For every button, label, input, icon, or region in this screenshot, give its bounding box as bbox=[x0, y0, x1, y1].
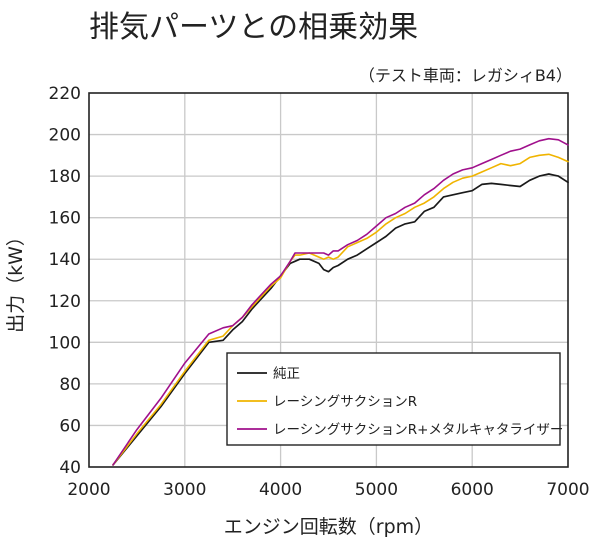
y-tick-label: 200 bbox=[49, 126, 81, 146]
legend-label: レーシングサクションR+メタルキャタライザー bbox=[273, 422, 563, 438]
tick-labels: 2000 3000 4000 5000 6000 7000 40 60 80 100 120 140 1… bbox=[49, 84, 590, 500]
x-tick-label: 3000 bbox=[163, 480, 206, 500]
series-line-3 bbox=[112, 137, 569, 466]
y-tick-label: 140 bbox=[49, 250, 81, 270]
x-tick-label: 4000 bbox=[259, 480, 302, 500]
legend-box bbox=[226, 352, 561, 446]
legend-label: レーシングサクションR bbox=[273, 394, 417, 410]
y-tick-label: 120 bbox=[49, 292, 81, 312]
plot-area bbox=[88, 92, 569, 468]
y-tick-label: 180 bbox=[49, 167, 81, 187]
y-tick-label: 60 bbox=[59, 416, 81, 436]
x-tick-label: 7000 bbox=[546, 480, 589, 500]
x-tick-label: 6000 bbox=[451, 480, 494, 500]
y-tick-label: 160 bbox=[49, 209, 81, 229]
series-lines bbox=[112, 137, 569, 466]
chart-title: 排気パーツとの相乗効果 bbox=[89, 10, 418, 45]
x-tick-label: 2000 bbox=[67, 480, 110, 500]
y-tick-label: 40 bbox=[59, 458, 81, 478]
chart-subtitle: （テスト車両：レガシィB4） bbox=[359, 66, 572, 85]
y-tick-label: 220 bbox=[49, 84, 81, 104]
x-axis-label: エンジン回転数（rpm） bbox=[224, 516, 433, 538]
legend-label: 純正 bbox=[273, 366, 300, 382]
x-tick-label: 5000 bbox=[355, 480, 398, 500]
series-line-1 bbox=[112, 173, 569, 466]
y-axis-label: 出力（kW） bbox=[5, 227, 27, 333]
y-tick-label: 80 bbox=[59, 375, 81, 395]
y-tick-label: 100 bbox=[49, 333, 81, 353]
